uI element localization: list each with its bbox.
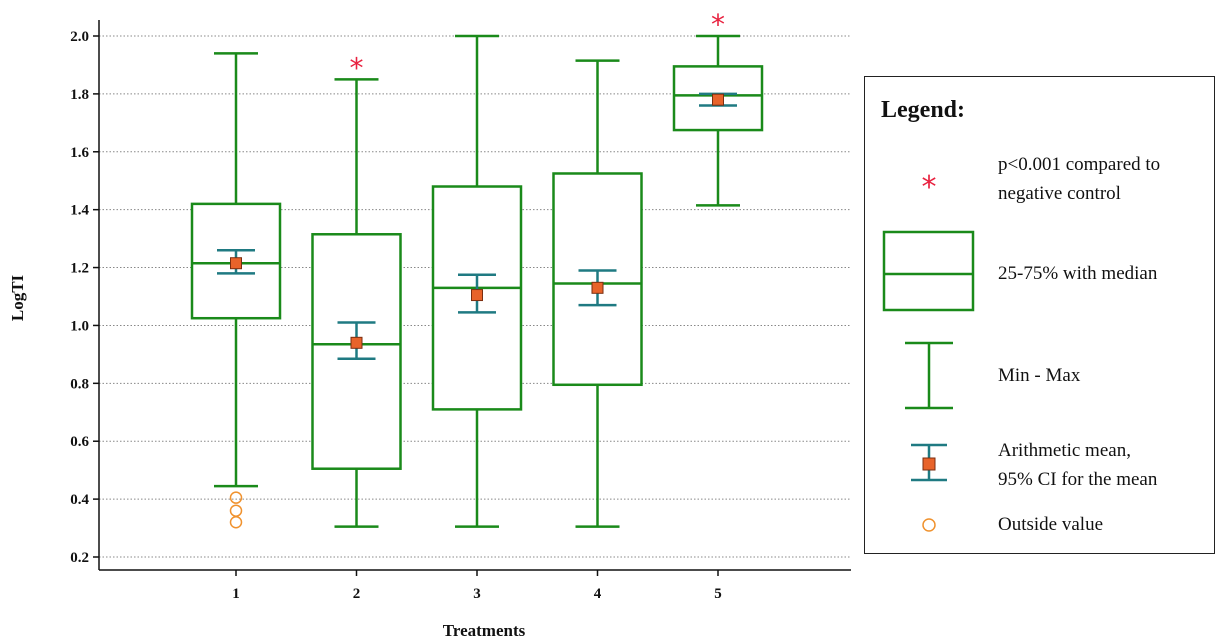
mean-marker	[712, 93, 724, 106]
y-tick-label: 0.6	[70, 434, 89, 450]
box-plot-marks: **	[190, 8, 764, 529]
y-tick-label: 1.2	[70, 261, 89, 277]
outlier-point	[229, 516, 243, 529]
legend-label-line: p<0.001 compared to	[998, 154, 1161, 175]
mean-marker	[350, 336, 363, 349]
mean-marker	[591, 281, 604, 294]
y-tick-label: 0.8	[70, 376, 89, 392]
legend-item-whisker: Min - Max	[865, 337, 1214, 412]
y-axis-title: LogTI	[8, 274, 27, 321]
x-axis-title: Treatments	[443, 621, 526, 640]
y-tick-label: 0.4	[70, 492, 89, 508]
box-group-5: *	[672, 8, 764, 207]
legend-label-line: negative control	[998, 183, 1121, 204]
x-tick-label: 3	[473, 586, 481, 602]
legend-item-outlier: Outside value	[865, 509, 1214, 539]
box-group-1	[190, 52, 282, 529]
x-tick-label: 5	[714, 586, 722, 602]
legend-label-significance: p<0.001 compared to negative control	[998, 150, 1160, 208]
legend-label-line: Outside value	[998, 514, 1104, 535]
legend-star-icon: *	[922, 170, 937, 205]
legend-box-icon	[882, 230, 975, 312]
legend-whisker-icon	[905, 341, 953, 410]
legend-item-box: 25-75% with median	[865, 227, 1214, 317]
y-tick-label: 1.0	[70, 318, 89, 334]
legend-label-whisker: Min - Max	[998, 361, 1080, 390]
legend-mean-ci-icon	[911, 443, 947, 482]
legend-label-mean-ci: Arithmetic mean, 95% CI for the mean	[998, 436, 1157, 494]
y-tick-label: 1.8	[70, 87, 89, 103]
y-tick-label: 1.6	[70, 145, 89, 161]
legend-label-line: Min - Max	[998, 365, 1081, 386]
mean-marker	[471, 289, 483, 302]
legend-label-line: Arithmetic mean,	[998, 440, 1131, 461]
legend-label-line: 25-75% with median	[998, 263, 1158, 284]
mean-marker	[230, 257, 242, 270]
outlier-point	[229, 491, 243, 504]
legend-label-outlier: Outside value	[998, 510, 1103, 539]
legend-label-box: 25-75% with median	[998, 259, 1157, 288]
svg-text:*: *	[922, 170, 937, 205]
box-group-4	[552, 59, 643, 528]
legend: Legend: * p<0.001 compared to negative c…	[864, 76, 1215, 554]
legend-outlier-icon	[922, 518, 936, 532]
box-group-3	[431, 34, 523, 528]
significance-star: *	[350, 51, 364, 84]
x-tick-label: 1	[232, 586, 240, 602]
box-plot-chart: 0.20.40.60.81.01.21.41.61.82.01 2 3 4 5 ** L…	[8, 8, 851, 640]
axes: 0.2 0.4 0.6 0.8 1.0 1.2 1.4 1.6 1.8 2.0 1 2 3 4 5	[70, 20, 851, 602]
y-tick-label: 1.4	[70, 203, 89, 219]
legend-label-line: 95% CI for the mean	[998, 469, 1158, 490]
significance-star: *	[711, 8, 725, 41]
legend-item-mean-ci: Arithmetic mean, 95% CI for the mean	[865, 437, 1214, 490]
legend-item-significance: * p<0.001 compared to negative control	[865, 147, 1214, 217]
legend-title: Legend:	[881, 97, 965, 123]
box-group-2: *	[311, 51, 402, 528]
y-tick-label: 2.0	[70, 29, 89, 45]
x-tick-label: 2	[353, 586, 361, 602]
y-tick-label: 0.2	[70, 550, 89, 566]
outlier-point	[229, 504, 243, 517]
x-tick-label: 4	[594, 586, 602, 602]
